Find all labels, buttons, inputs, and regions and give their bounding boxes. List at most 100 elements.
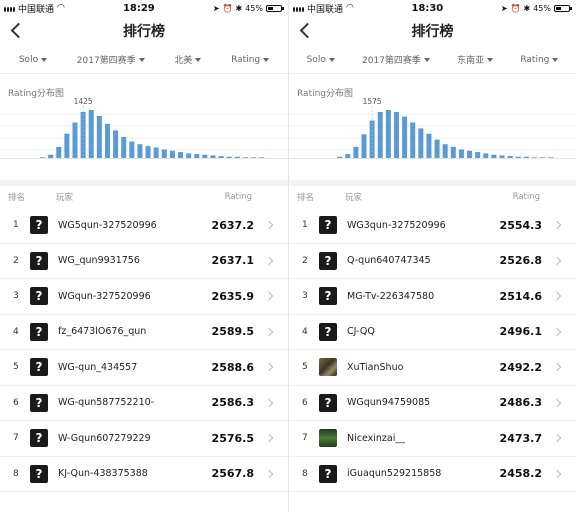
row-rank: 6 xyxy=(13,397,19,408)
row-rank: 8 xyxy=(13,468,19,479)
caret-down-icon xyxy=(41,57,48,62)
histogram-bar xyxy=(121,136,127,158)
filter-mode-dropdown[interactable]: Solo xyxy=(19,55,48,65)
question-mark-avatar-icon: ? xyxy=(30,393,48,412)
player-avatar-image xyxy=(319,358,337,377)
row-player-name: WGqun94759085 xyxy=(347,397,431,409)
row-rank: 6 xyxy=(302,397,308,408)
leaderboard-row[interactable]: 3? MG-Tv-226347580 2514.6 xyxy=(289,279,576,315)
status-bar: 中国联通 ◠ 18:29 ➤ ⏰ ✱ 45% xyxy=(0,0,288,16)
nav-bar: 排行榜 xyxy=(289,16,576,46)
caret-down-icon xyxy=(328,57,335,62)
row-rank: 4 xyxy=(13,326,19,337)
row-rating: 2637.1 xyxy=(211,254,254,268)
histogram-bar xyxy=(361,134,367,158)
peak-label: 1575 xyxy=(363,97,382,106)
histogram-bar xyxy=(104,123,110,158)
histogram-bar xyxy=(113,130,119,158)
row-player-name: WG-qun_434557 xyxy=(58,361,138,373)
chevron-right-icon xyxy=(548,468,568,480)
row-rating: 2458.2 xyxy=(499,467,542,481)
question-mark-avatar-icon: ? xyxy=(319,216,337,235)
leaderboard-screen-left: 中国联通 ◠ 18:29 ➤ ⏰ ✱ 45% 排行榜 Solo 2017第四赛季… xyxy=(0,0,288,512)
filter-region-dropdown[interactable]: 北美 xyxy=(174,53,202,66)
filter-sort-dropdown[interactable]: Rating xyxy=(231,55,270,65)
leaderboard-row[interactable]: 8? iGuaqun529215858 2458.2 xyxy=(289,457,576,492)
leaderboard-row[interactable]: 2? Q-qun640747345 2526.8 xyxy=(289,244,576,279)
filter-bar: Solo 2017第四赛季 东南亚 Rating xyxy=(289,46,576,74)
question-mark-avatar-icon: ? xyxy=(319,251,337,270)
filter-sort-dropdown[interactable]: Rating xyxy=(520,55,559,65)
histogram-bar xyxy=(531,157,537,158)
header-rating: Rating xyxy=(224,192,252,202)
back-chevron-icon[interactable] xyxy=(8,21,28,41)
leaderboard-row[interactable]: 6? WGqun94759085 2486.3 xyxy=(289,386,576,421)
question-mark-avatar-icon: ? xyxy=(319,322,337,341)
row-player-name: Q-qun640747345 xyxy=(347,255,431,267)
filter-mode-dropdown[interactable]: Solo xyxy=(307,55,335,65)
chevron-right-icon xyxy=(548,432,568,444)
filter-season-dropdown[interactable]: 2017第四赛季 xyxy=(77,53,145,66)
histogram-bar xyxy=(234,156,240,158)
question-mark-avatar-icon: ? xyxy=(30,287,48,306)
row-player-name: WG5qun-327520996 xyxy=(58,219,157,231)
row-player-name: fz_6473lO676_qun xyxy=(58,326,147,338)
leaderboard-row[interactable]: 5 XuTianShuo 2492.2 xyxy=(289,350,576,386)
histogram-bar xyxy=(418,128,424,158)
row-rank: 7 xyxy=(302,433,308,444)
leaderboard-row[interactable]: 5? WG-qun_434557 2588.6 xyxy=(0,350,288,386)
chevron-right-icon xyxy=(548,326,568,338)
header-rank: 排名 xyxy=(8,193,26,203)
leaderboard-row[interactable]: 3? WGqun-327520996 2635.9 xyxy=(0,279,288,315)
row-player-name: KJ-Qun-438375388 xyxy=(58,468,148,480)
histogram-svg: 1425 xyxy=(0,97,288,159)
histogram-bar xyxy=(218,156,224,158)
signal-icon xyxy=(4,5,15,12)
leaderboard-row[interactable]: 4? fz_6473lO676_qun 2589.5 xyxy=(0,315,288,350)
histogram-bar xyxy=(169,150,175,158)
chevron-right-icon xyxy=(548,397,568,409)
battery-percent: 45% xyxy=(533,3,551,13)
histogram-bar xyxy=(72,122,78,158)
leaderboard-row[interactable]: 1? WG3qun-327520996 2554.3 xyxy=(289,208,576,244)
status-bar: 中国联通 ◠ 18:30 ➤ ⏰ ✱ 45% xyxy=(289,0,576,16)
histogram-bar xyxy=(186,153,192,158)
leaderboard-row[interactable]: 7? W-Gqun607279229 2576.5 xyxy=(0,421,288,457)
leaderboard-row[interactable]: 1? WG5qun-327520996 2637.2 xyxy=(0,208,288,244)
row-rating: 2637.2 xyxy=(211,218,254,232)
header-player: 玩家 xyxy=(56,193,74,203)
histogram-bar xyxy=(251,157,257,158)
header-rank: 排名 xyxy=(297,193,315,203)
row-rank: 1 xyxy=(13,220,19,231)
row-rating: 2589.5 xyxy=(211,325,254,339)
carrier-label: 中国联通 xyxy=(307,4,344,15)
leaderboard-row[interactable]: 7 Nicexinzai__ 2473.7 xyxy=(289,421,576,457)
section-separator xyxy=(289,180,576,186)
leaderboard-row[interactable]: 6? WG-qun587752210- 2586.3 xyxy=(0,386,288,421)
histogram-bar xyxy=(242,157,248,158)
histogram-bar xyxy=(483,153,489,158)
leaderboard-row[interactable]: 4? CJ-QQ 2496.1 xyxy=(289,315,576,350)
caret-down-icon xyxy=(263,57,270,62)
location-icon: ➤ xyxy=(500,3,508,13)
back-chevron-icon[interactable] xyxy=(297,21,317,41)
row-player-name: W-Gqun607279229 xyxy=(58,432,151,444)
histogram-bar xyxy=(226,156,232,158)
histogram-bar xyxy=(210,155,216,158)
leaderboard-screen-right: 中国联通 ◠ 18:30 ➤ ⏰ ✱ 45% 排行榜 Solo 2017第四赛季… xyxy=(288,0,576,512)
chart-title: Rating分布图 xyxy=(8,89,65,99)
row-rank: 3 xyxy=(13,291,19,302)
chevron-right-icon xyxy=(260,361,280,373)
leaderboard-row[interactable]: 8? KJ-Qun-438375388 2567.8 xyxy=(0,457,288,492)
row-rank: 4 xyxy=(302,326,308,337)
filter-season-dropdown[interactable]: 2017第四赛季 xyxy=(362,53,430,66)
row-rating: 2586.3 xyxy=(211,396,254,410)
filter-region-dropdown[interactable]: 东南亚 xyxy=(457,53,494,66)
section-separator xyxy=(0,180,288,186)
leaderboard-row[interactable]: 2? WG_qun9931756 2637.1 xyxy=(0,244,288,279)
chevron-right-icon xyxy=(548,361,568,373)
histogram-bar xyxy=(88,110,94,158)
row-rating: 2576.5 xyxy=(211,431,254,445)
row-rank: 8 xyxy=(302,468,308,479)
